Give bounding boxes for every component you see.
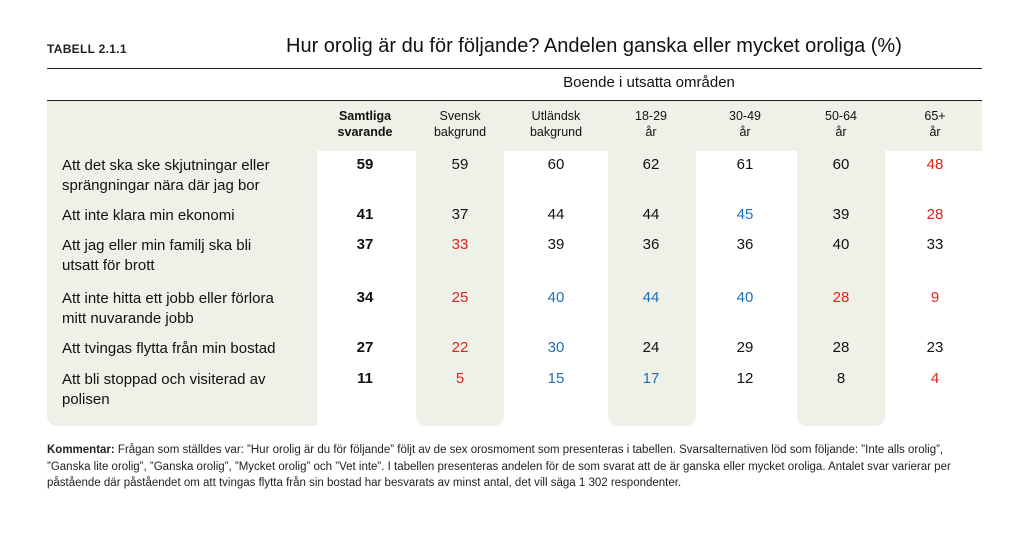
- column-header-line2: svarande: [337, 125, 393, 139]
- row-label: Att bli stoppad och visiterad av polisen: [62, 370, 265, 410]
- row-label-line1: Att jag eller min familj ska bli: [62, 237, 252, 254]
- row-label-line1: Att inte klara min ekonomi: [62, 207, 235, 224]
- column-band-svensk: [416, 101, 504, 426]
- group-header: Boende i utsatta områden: [563, 74, 735, 91]
- column-header-line1: 30-49: [729, 109, 761, 123]
- row-label: Att inte hitta ett jobb eller förlora mit…: [62, 289, 274, 329]
- table-cell: 40: [547, 289, 565, 306]
- column-header-line2: år: [835, 125, 847, 139]
- row-label-line1: Att det ska ske skjutningar eller: [62, 157, 270, 174]
- row-label: Att jag eller min familj ska bli utsatt f…: [62, 236, 251, 276]
- table-cell: 37: [356, 236, 374, 253]
- table-cell: 15: [547, 370, 565, 387]
- table-cell: 33: [451, 236, 469, 253]
- table-cell: 62: [642, 156, 660, 173]
- table-title: Hur orolig är du för följande? Andelen g…: [286, 35, 902, 57]
- table-cell: 12: [736, 370, 754, 387]
- row-label-line2: utsatt för brott: [62, 257, 155, 274]
- table-cell: 5: [455, 370, 465, 387]
- column-header-line2: år: [739, 125, 751, 139]
- column-header-line1: 50-64: [825, 109, 857, 123]
- column-header: 30-49 år: [700, 108, 790, 140]
- table-cell: 22: [451, 339, 469, 356]
- table-cell: 28: [832, 339, 850, 356]
- column-header-line1: 18-29: [635, 109, 667, 123]
- row-label-line2: mitt nuvarande jobb: [62, 310, 194, 327]
- table-cell: 34: [356, 289, 374, 306]
- column-header: 65+ år: [890, 108, 980, 140]
- column-header-line2: år: [645, 125, 657, 139]
- column-band-50-64: [797, 101, 885, 426]
- table-cell: 60: [547, 156, 565, 173]
- table-cell: 29: [736, 339, 754, 356]
- table-cell: 30: [547, 339, 565, 356]
- table-cell: 28: [832, 289, 850, 306]
- column-header-line2: år: [929, 125, 941, 139]
- top-divider: [47, 68, 982, 69]
- comment-text: Frågan som ställdes var: ”Hur orolig är …: [47, 444, 951, 489]
- table-cell: 40: [736, 289, 754, 306]
- column-header-line2: bakgrund: [529, 125, 583, 139]
- table-cell: 45: [736, 206, 754, 223]
- row-label-line1: Att bli stoppad och visiterad av: [62, 371, 266, 388]
- table-cell: 8: [836, 370, 846, 387]
- column-header: 50-64 år: [796, 108, 886, 140]
- table-cell: 23: [926, 339, 944, 356]
- table-cell: 41: [356, 206, 374, 223]
- table-label: TABELL 2.1.1: [47, 42, 127, 56]
- column-header: Samtliga svarande: [320, 108, 410, 140]
- row-label-line2: sprängningar nära där jag bor: [62, 177, 260, 194]
- table-cell: 40: [832, 236, 850, 253]
- row-label-line1: Att tvingas flytta från min bostad: [62, 340, 276, 357]
- group-divider: [47, 100, 982, 101]
- table-cell: 4: [930, 370, 940, 387]
- table-cell: 9: [930, 289, 940, 306]
- table-cell: 37: [451, 206, 469, 223]
- row-label-line1: Att inte hitta ett jobb eller förlora: [62, 290, 274, 307]
- column-header-line1: Svensk: [439, 109, 481, 123]
- column-header-line1: 65+: [924, 109, 946, 123]
- table-cell: 27: [356, 339, 374, 356]
- column-header-line1: Utländsk: [531, 109, 581, 123]
- table-cell: 44: [547, 206, 565, 223]
- row-label-line2: polisen: [62, 391, 110, 408]
- row-label: Att det ska ske skjutningar eller sprängn…: [62, 156, 270, 196]
- column-header-line2: bakgrund: [433, 125, 487, 139]
- table-cell: 44: [642, 289, 660, 306]
- table-cell: 39: [547, 236, 565, 253]
- table-cell: 36: [642, 236, 660, 253]
- table-cell: 39: [832, 206, 850, 223]
- column-header-line1: Samtliga: [338, 109, 392, 123]
- column-header: 18-29 år: [606, 108, 696, 140]
- comment: Kommentar: Frågan som ställdes var: ”Hur…: [47, 442, 977, 492]
- column-band-18-29: [608, 101, 696, 426]
- table-cell: 48: [926, 156, 944, 173]
- table-cell: 33: [926, 236, 944, 253]
- row-label-band: [47, 151, 317, 426]
- table-cell: 24: [642, 339, 660, 356]
- table-cell: 11: [357, 370, 373, 387]
- table-cell: 36: [736, 236, 754, 253]
- table-cell: 61: [736, 156, 754, 173]
- row-label: Att inte klara min ekonomi: [62, 206, 235, 226]
- column-header: Utländsk bakgrund: [511, 108, 601, 140]
- table-cell: 28: [926, 206, 944, 223]
- row-label: Att tvingas flytta från min bostad: [62, 339, 275, 359]
- column-header: Svensk bakgrund: [415, 108, 505, 140]
- table-cell: 17: [642, 370, 660, 387]
- table-cell: 60: [832, 156, 850, 173]
- comment-lead: Kommentar:: [47, 444, 115, 456]
- table-cell: 25: [451, 289, 469, 306]
- table-cell: 59: [356, 156, 374, 173]
- table-cell: 44: [642, 206, 660, 223]
- table-cell: 59: [451, 156, 469, 173]
